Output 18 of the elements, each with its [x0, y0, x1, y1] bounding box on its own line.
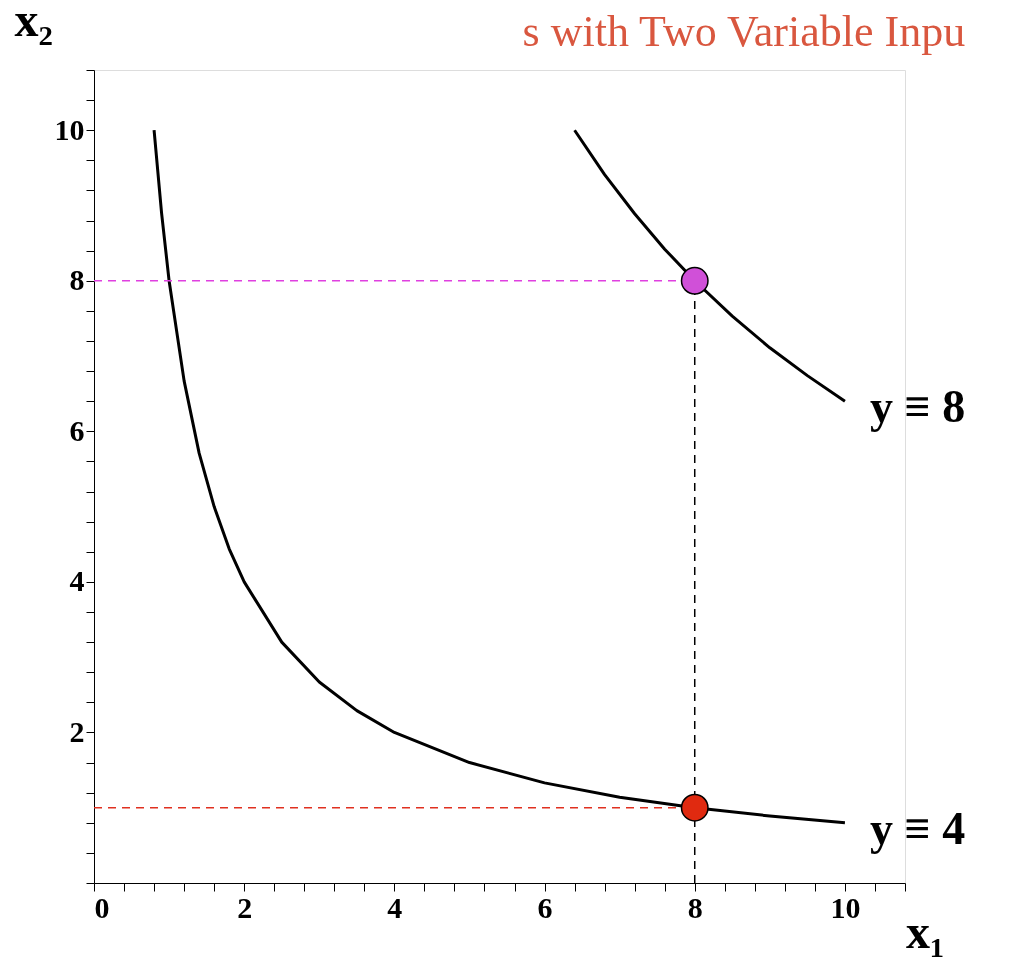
x-axis-title: x₁: [906, 904, 945, 958]
x-tick-label: 0: [94, 890, 110, 924]
annotation: y ≡ 8: [869, 381, 966, 433]
y-tick-label: 10: [54, 112, 85, 146]
x-tick-label: 10: [830, 890, 861, 924]
y-tick-label: 6: [69, 413, 85, 447]
line-series: [573, 128, 847, 403]
chart-title: s with Two Variable Inpu: [522, 7, 966, 56]
x-tick-label: 4: [387, 890, 403, 924]
x-tick-label: 6: [537, 890, 553, 924]
y-tick-label: 4: [69, 564, 85, 598]
x-tick-label: 2: [237, 890, 253, 924]
line-series: [152, 128, 847, 825]
y-tick-label: 8: [69, 263, 85, 297]
y-axis-title: x₂: [14, 0, 53, 46]
annotation: y ≡ 4: [869, 802, 966, 854]
x-tick-label: 8: [687, 890, 703, 924]
y-tick-label: 2: [69, 714, 85, 748]
